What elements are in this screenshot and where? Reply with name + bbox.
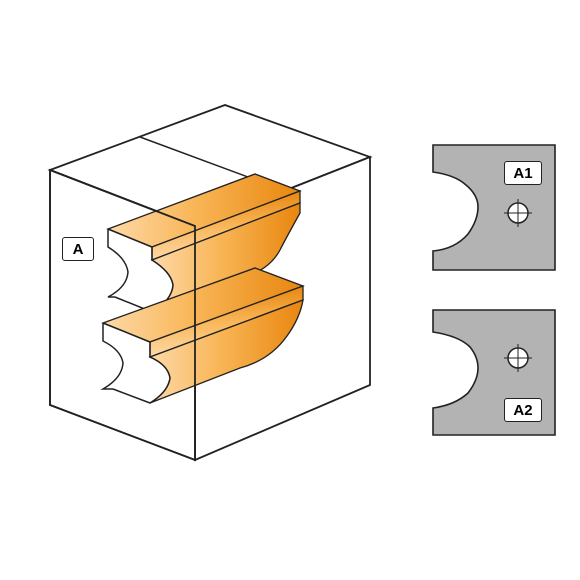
diagram-container: A A1 A2	[0, 0, 580, 580]
knife-profiles	[0, 0, 580, 580]
label-block: A	[62, 237, 94, 261]
label-knife-a2: A2	[504, 398, 542, 422]
label-knife-a1: A1	[504, 161, 542, 185]
